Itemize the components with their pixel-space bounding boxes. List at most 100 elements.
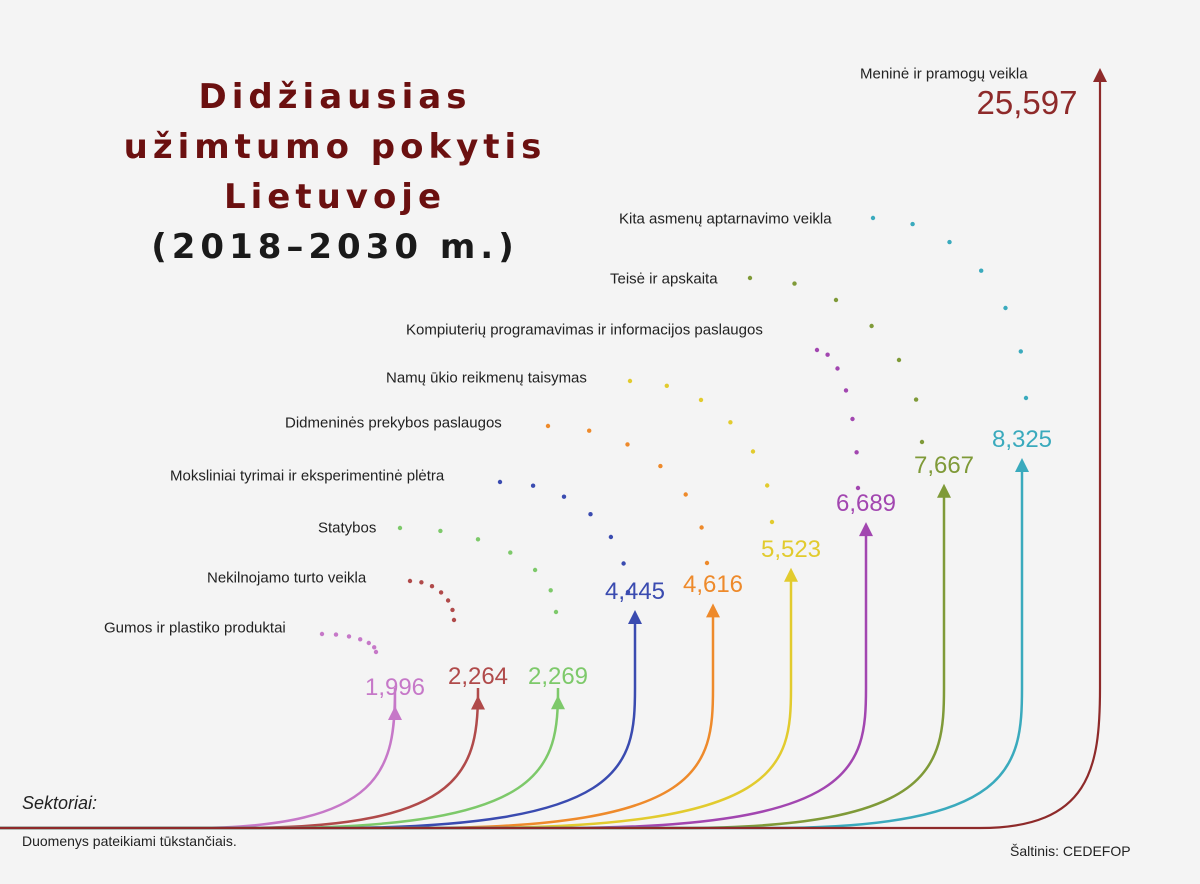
series-arrow-3 — [0, 687, 560, 830]
category-label-7: Kompiuterių programavimas ir informacijo… — [406, 321, 763, 339]
value-label-9: 8,325 — [991, 426, 1053, 453]
leader-dot — [658, 463, 663, 469]
leader-dot — [1018, 349, 1023, 354]
leader-dot — [769, 519, 775, 525]
leader-dot — [910, 221, 915, 227]
leader-dot — [451, 617, 457, 623]
value-label-7: 6,689 — [835, 490, 897, 518]
series-arrow-7 — [0, 532, 868, 830]
leader-dot — [833, 297, 839, 303]
sectors-label: Sektoriai: — [22, 793, 98, 813]
leader-dot — [366, 640, 371, 646]
series-arrow-8 — [0, 493, 946, 830]
leader-dot — [913, 397, 919, 402]
leader-dot — [438, 528, 443, 534]
series-arrowhead-10 — [1093, 68, 1107, 82]
category-label-9: Kita asmenų aptarnavimo veikla — [619, 210, 832, 228]
leader-dot — [728, 420, 733, 425]
chart-title: Didžiausias užimtumo pokytis Lietuvoje (… — [120, 72, 550, 272]
series-arrowhead-6 — [784, 567, 798, 582]
category-label-4: Moksliniai tyrimai ir eksperimentinė plė… — [170, 467, 445, 485]
leader-dot — [373, 649, 379, 655]
series-arrow-2 — [0, 687, 480, 830]
series-arrowhead-7 — [859, 522, 873, 537]
leader-dot — [588, 512, 593, 517]
leader-dot — [346, 634, 352, 639]
leader-dot — [750, 449, 756, 454]
value-label-6: 5,523 — [760, 535, 822, 563]
leader-dot — [835, 366, 840, 371]
leader-dot — [333, 632, 339, 637]
series-arrowhead-4 — [628, 610, 642, 625]
leader-dot — [683, 492, 688, 497]
series-arrowhead-8 — [937, 483, 951, 498]
leader-dot — [825, 352, 830, 357]
leader-dot — [747, 275, 753, 281]
leader-dot — [625, 589, 631, 595]
leader-dot — [698, 397, 704, 403]
leader-dot — [704, 560, 710, 566]
leader-dot — [475, 537, 481, 542]
leader-dot — [545, 423, 551, 429]
leader-dot — [870, 215, 876, 221]
leader-dot — [621, 561, 626, 566]
leader-dot — [627, 378, 633, 384]
leader-dot — [919, 439, 925, 445]
value-label-2: 2,264 — [447, 663, 509, 691]
leader-dot — [407, 578, 413, 584]
title-line-2: užimtumo pokytis — [123, 127, 547, 167]
series-arrowhead-1 — [388, 706, 402, 720]
leader-dot — [553, 609, 559, 615]
value-label-4: 4,445 — [604, 578, 666, 606]
category-label-2: Nekilnojamo turto veikla — [207, 569, 367, 587]
leader-dot — [548, 588, 553, 593]
leader-dot — [1023, 395, 1029, 401]
value-label-10: 25,597 — [976, 84, 1078, 121]
series-arrow-5 — [0, 613, 715, 830]
series-arrow-6 — [0, 577, 793, 830]
leader-dot — [792, 281, 797, 286]
leader-dot — [438, 590, 444, 595]
leader-dot — [814, 347, 820, 353]
series-arrowhead-3 — [551, 695, 565, 710]
title-line-4: (2018–2030 m.) — [151, 227, 519, 267]
leader-dot — [699, 525, 704, 530]
leader-dot — [855, 485, 861, 491]
value-label-1: 1,996 — [364, 674, 426, 701]
leader-dot — [854, 450, 859, 455]
leader-dot — [497, 479, 503, 485]
series-arrowhead-2 — [471, 695, 485, 710]
units-note: Duomenys pateikiami tūkstančiais. — [22, 833, 237, 849]
series-arrow-9 — [0, 468, 1024, 830]
category-label-5: Didmeninės prekybos paslaugos — [285, 414, 502, 432]
leader-dot — [319, 631, 325, 637]
value-label-5: 4,616 — [682, 571, 744, 599]
leader-dot — [450, 607, 455, 613]
category-label-1: Gumos ir plastiko produktai — [104, 619, 286, 637]
title-line-1: Didžiausias — [198, 77, 472, 117]
leader-dot — [419, 580, 424, 585]
leader-dot — [445, 598, 451, 603]
leader-dot — [979, 268, 984, 273]
series-arrow-10 — [0, 78, 1102, 830]
leader-dot — [896, 357, 902, 363]
leader-dot — [664, 383, 669, 388]
source-note: Šaltinis: CEDEFOP — [1010, 843, 1131, 859]
title-line-3: Lietuvoje — [223, 177, 447, 217]
leader-dot — [532, 567, 538, 573]
leader-dot — [625, 442, 630, 447]
leader-dot — [561, 494, 567, 499]
value-label-8: 7,667 — [913, 451, 975, 479]
series-arrowhead-5 — [706, 603, 720, 618]
leader-dot — [508, 550, 513, 555]
leader-dot — [947, 239, 952, 245]
leader-dot — [372, 645, 377, 650]
leader-dot — [587, 428, 592, 433]
leader-dot — [869, 323, 874, 329]
leader-dot — [850, 416, 855, 422]
series-arrowhead-9 — [1015, 458, 1029, 472]
leader-dot — [358, 637, 363, 642]
value-label-3: 2,269 — [527, 663, 589, 691]
leader-dot — [843, 388, 849, 393]
